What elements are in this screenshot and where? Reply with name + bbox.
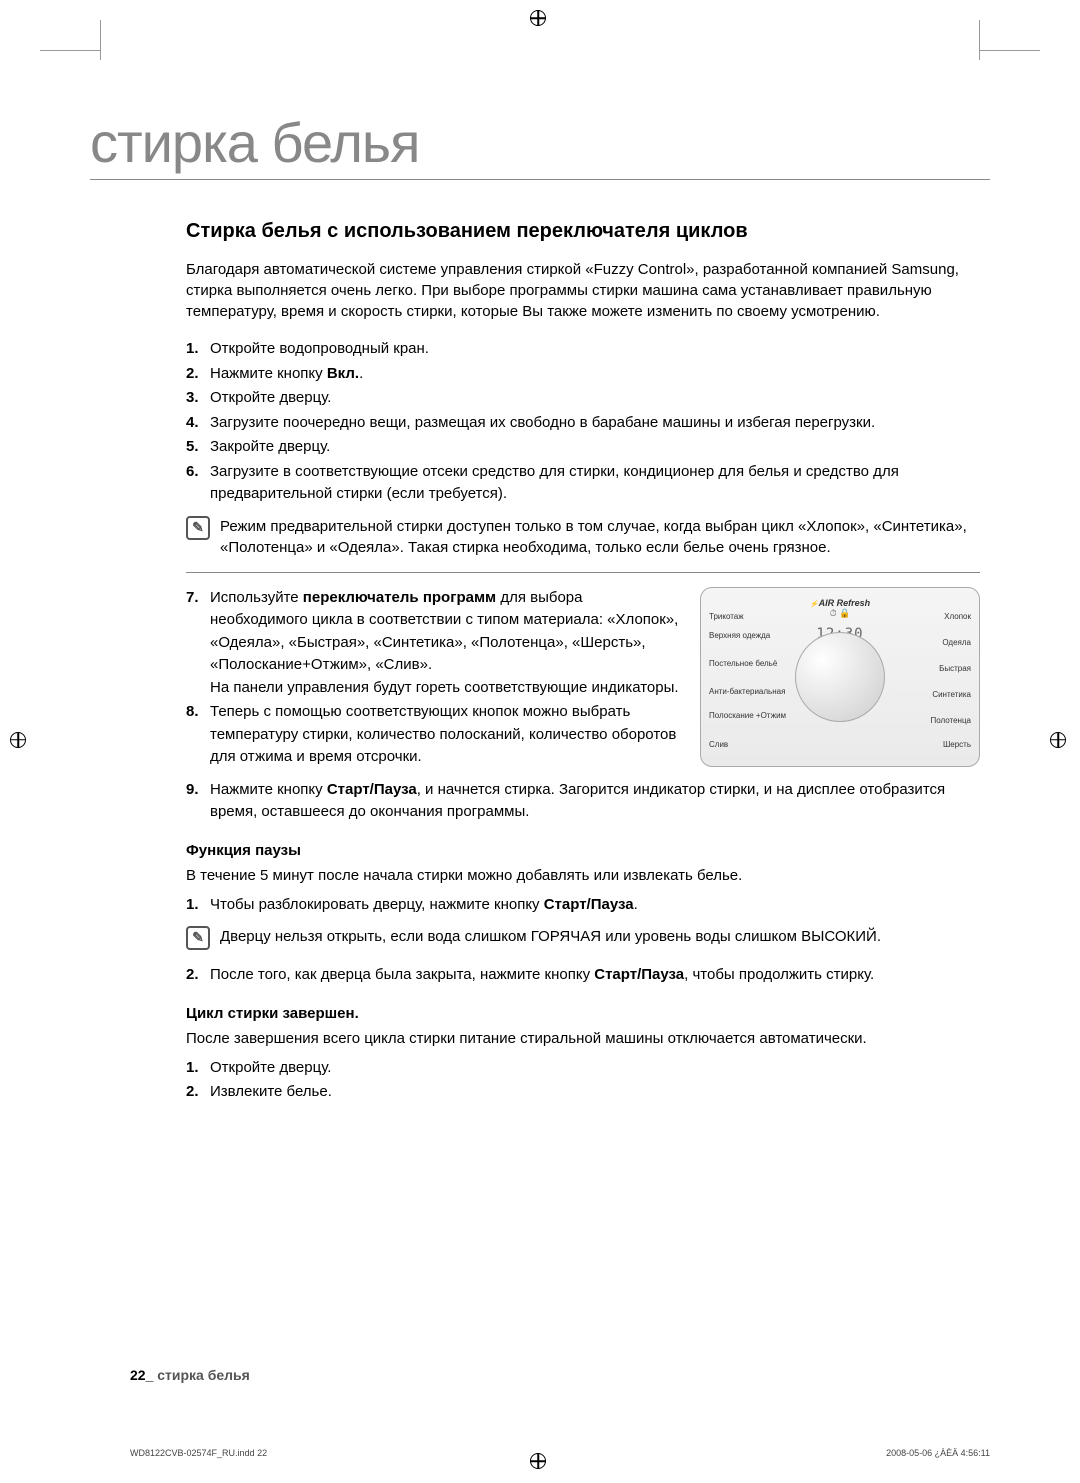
step-text: Используйте — [210, 589, 303, 606]
step-text: , чтобы продолжить стирку. — [684, 966, 874, 983]
step-text: Нажмите кнопку — [210, 781, 327, 798]
step-text: Откройте водопроводный кран. — [210, 340, 429, 357]
dial-knob — [795, 632, 885, 722]
step-item: 3. Откройте дверцу. — [186, 387, 980, 410]
step-num: 8. — [186, 701, 199, 724]
page-number: 22_ — [130, 1367, 153, 1383]
step-num: 4. — [186, 412, 199, 435]
step-9: 9. Нажмите кнопку Старт/Пауза, и начнетс… — [186, 779, 980, 824]
note-text: Дверцу нельзя открыть, если вода слишком… — [220, 926, 881, 947]
step-num: 3. — [186, 387, 199, 410]
dial-label-left: Анти-бактериальная — [709, 688, 785, 696]
step-num: 7. — [186, 587, 199, 610]
step-text: . — [359, 365, 363, 382]
print-date: 2008-05-06 ¿ÀÈÄ 4:56:11 — [886, 1448, 990, 1458]
step-item: 2. Нажмите кнопку Вкл.. — [186, 363, 980, 386]
step-text: Загрузите поочередно вещи, размещая их с… — [210, 414, 875, 431]
step-item: 5. Закройте дверцу. — [186, 436, 980, 459]
step-item: 6. Загрузите в соответствующие отсеки сре… — [186, 461, 980, 506]
pause-step-1: 1. Чтобы разблокировать дверцу, нажмите … — [186, 894, 980, 917]
step-text: Откройте дверцу. — [210, 389, 331, 406]
dial-label-right: Одеяла — [942, 638, 971, 647]
step-text: Теперь с помощью соответствующих кнопок … — [210, 703, 676, 765]
step-bold: переключатель программ — [303, 589, 496, 606]
step-text: Нажмите кнопку — [210, 365, 327, 382]
page-footer: 22_ стирка белья — [130, 1367, 250, 1383]
page-content: стирка белья Стирка белья с использовани… — [0, 0, 1080, 1483]
content-area: Стирка белья с использованием переключат… — [186, 220, 980, 1104]
step-num: 2. — [186, 1081, 199, 1104]
dial-label-left: Трикотаж — [709, 612, 744, 621]
dial-panel-diagram: ⚡AIR Refresh ⏱ 🔒 12:30 Трикотаж Верхняя … — [700, 587, 980, 767]
step-7-8-text: 7. Используйте переключатель программ дл… — [186, 587, 684, 771]
air-refresh-label: ⚡AIR Refresh — [810, 598, 870, 608]
pause-heading: Функция паузы — [186, 842, 980, 859]
dial-label-left: Слив — [709, 740, 728, 749]
note-block-2: ✎ Дверцу нельзя открыть, если вода слишк… — [186, 926, 980, 950]
dial-label-right: Синтетика — [932, 690, 971, 699]
dial-label-left: Постельное бельё — [709, 660, 777, 668]
divider — [186, 572, 980, 573]
step-num: 2. — [186, 363, 199, 386]
step-num: 5. — [186, 436, 199, 459]
step-text: На панели управления будут гореть соотве… — [210, 679, 679, 696]
dial-label-left: Верхняя одежда — [709, 632, 770, 640]
step-bold: Старт/Пауза — [327, 781, 417, 798]
step-item: 4. Загрузите поочередно вещи, размещая их… — [186, 412, 980, 435]
dial-label-right: Быстрая — [939, 664, 971, 673]
complete-heading: Цикл стирки завершен. — [186, 1005, 980, 1022]
step-num: 9. — [186, 779, 199, 802]
complete-paragraph: После завершения всего цикла стирки пита… — [186, 1028, 980, 1049]
note-icon: ✎ — [186, 516, 210, 540]
step-text: Закройте дверцу. — [210, 438, 330, 455]
step-text: После того, как дверца была закрыта, наж… — [210, 966, 594, 983]
step-item: 2. Извлеките белье. — [186, 1081, 980, 1104]
main-title: стирка белья — [90, 110, 990, 180]
steps-list-1: 1. Откройте водопроводный кран. 2. Нажмите… — [186, 338, 980, 506]
step-num: 1. — [186, 894, 199, 917]
step-item: 2. После того, как дверца была закрыта, … — [186, 964, 980, 987]
dial-label-left: Полоскание +Отжим — [709, 712, 786, 720]
dial-label-right: Шерсть — [943, 740, 971, 749]
print-info: WD8122CVB-02574F_RU.indd 22 2008-05-06 ¿… — [130, 1448, 990, 1458]
step-text: Чтобы разблокировать дверцу, нажмите кно… — [210, 896, 544, 913]
pause-paragraph: В течение 5 минут после начала стирки мо… — [186, 865, 980, 886]
step-bold: Старт/Пауза — [594, 966, 684, 983]
step-item: 1. Откройте дверцу. — [186, 1057, 980, 1080]
print-file: WD8122CVB-02574F_RU.indd 22 — [130, 1448, 267, 1458]
step-bold: Вкл. — [327, 365, 359, 382]
step-num: 6. — [186, 461, 199, 484]
complete-steps: 1. Откройте дверцу. 2. Извлеките белье. — [186, 1057, 980, 1104]
step-item: 1. Чтобы разблокировать дверцу, нажмите … — [186, 894, 980, 917]
dial-label-right: Полотенца — [930, 716, 971, 725]
intro-paragraph: Благодаря автоматической системе управле… — [186, 259, 980, 322]
note-block: ✎ Режим предварительной стирки доступен … — [186, 516, 980, 558]
step-item: 1. Откройте водопроводный кран. — [186, 338, 980, 361]
note-icon: ✎ — [186, 926, 210, 950]
step-num: 2. — [186, 964, 199, 987]
step-num: 1. — [186, 338, 199, 361]
step-text: . — [634, 896, 638, 913]
step-text: Извлеките белье. — [210, 1083, 332, 1100]
dial-label-right: Хлопок — [944, 612, 971, 621]
section-title: Стирка белья с использованием переключат… — [186, 220, 980, 243]
dial-status-icons: ⏱ 🔒 — [830, 608, 851, 619]
step-text: Откройте дверцу. — [210, 1059, 331, 1076]
step-num: 1. — [186, 1057, 199, 1080]
step-bold: Старт/Пауза — [544, 896, 634, 913]
pause-step-2: 2. После того, как дверца была закрыта, … — [186, 964, 980, 987]
step-item: 8. Теперь с помощью соответствующих кноп… — [186, 701, 684, 769]
step-text: Загрузите в соответствующие отсеки средс… — [210, 463, 899, 503]
step-item: 7. Используйте переключатель программ дл… — [186, 587, 684, 700]
step-7-row: 7. Используйте переключатель программ дл… — [186, 587, 980, 771]
page-footer-section: стирка белья — [157, 1367, 250, 1383]
step-item: 9. Нажмите кнопку Старт/Пауза, и начнетс… — [186, 779, 980, 824]
note-text: Режим предварительной стирки доступен то… — [220, 516, 980, 558]
